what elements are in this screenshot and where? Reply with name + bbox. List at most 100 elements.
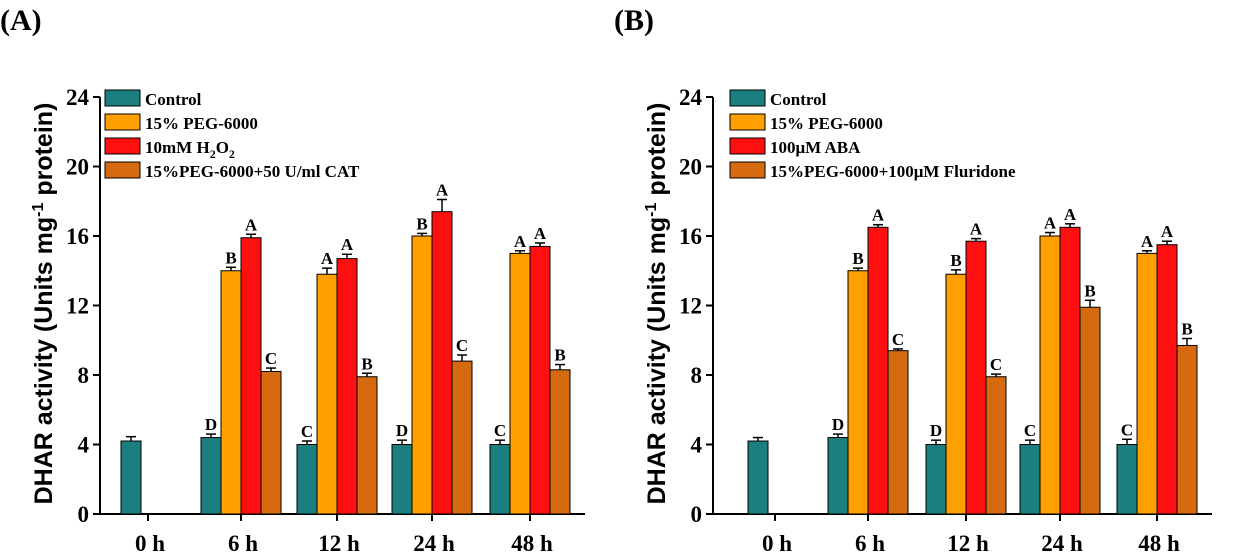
significance-letter: B [1181,320,1192,339]
y-tick-label: 8 [78,363,90,388]
y-tick-label: 4 [78,433,90,458]
panel-a: (A)DHAR activity (Units mg-1 protein)048… [0,4,585,556]
legend-swatch [104,89,141,107]
bar [356,376,378,515]
bar [1039,235,1061,515]
legend-label: 15% PEG-6000 [145,114,258,133]
x-tick-label: 0 h [135,531,165,556]
significance-letter: B [1084,281,1095,300]
bar [1059,226,1081,515]
y-tick-label: 20 [679,155,702,180]
y-tick-label: 24 [679,85,703,110]
legend-label-main: 10mM H [145,138,210,157]
bar [747,440,769,515]
bar [1116,444,1138,515]
legend-label: 15%PEG-6000+100μM Fluridone [770,162,1016,181]
significance-letter: B [950,251,961,270]
bar [925,444,947,515]
significance-letter: A [514,232,527,251]
bar [411,235,433,515]
significance-letter: B [225,248,236,267]
bar [1019,444,1041,515]
legend-label: Control [145,90,202,109]
y-tick-label: 8 [691,363,703,388]
significance-letter: C [494,421,506,440]
y-tick-label: 24 [66,85,90,110]
legend-swatch [729,161,766,179]
y-tick-label: 4 [691,433,703,458]
y-axis-label-end: protein) [643,103,671,203]
significance-letter: C [1024,421,1036,440]
y-axis-label-sup: -1 [643,203,660,217]
y-tick-label: 20 [66,155,89,180]
y-tick-label: 12 [679,294,702,319]
significance-letter: A [1161,222,1174,241]
y-axis-label-main: DHAR activity (Units mg [643,217,671,505]
bar [509,252,531,515]
bar [887,350,909,515]
significance-letter: C [265,349,277,368]
panel-b: (B)DHAR activity (Units mg-1 protein)048… [614,4,1212,556]
panel-label: (A) [0,4,42,37]
legend-label: 15%PEG-6000+50 U/ml CAT [145,162,360,181]
bar [827,437,849,515]
bar [1176,344,1198,515]
x-tick-label: 24 h [413,531,455,556]
bar [316,273,338,515]
x-tick-label: 12 h [947,531,989,556]
significance-letter: D [930,421,942,440]
y-axis-label: DHAR activity (Units mg-1 protein) [30,103,58,505]
bar [120,440,142,515]
bar [1136,252,1158,515]
bar [336,258,358,515]
x-tick-label: 48 h [1138,531,1180,556]
x-tick-label: 0 h [762,531,792,556]
bar [985,376,1007,515]
significance-letter: B [416,214,427,233]
significance-letter: C [990,355,1002,374]
y-axis-label-main: DHAR activity (Units mg [30,217,58,505]
significance-letter: C [301,422,313,441]
legend-swatch [729,89,766,107]
significance-letter: C [1121,420,1133,439]
significance-letter: C [892,330,904,349]
significance-letter: B [852,249,863,268]
bar [489,444,511,515]
bar [1156,244,1178,515]
x-tick-label: 6 h [228,531,258,556]
significance-letter: A [1044,214,1057,233]
legend-swatch [104,161,141,179]
y-axis-label: DHAR activity (Units mg-1 protein) [643,103,671,505]
legend-label: Control [770,90,827,109]
bar [549,369,571,515]
legend-label-mid: O [216,138,229,157]
significance-letter: A [245,215,258,234]
bar [965,240,987,515]
x-tick-label: 24 h [1041,531,1083,556]
legend-label-sub: 2 [229,147,235,161]
x-tick-label: 12 h [318,531,360,556]
significance-letter: A [341,235,354,254]
y-tick-label: 12 [66,294,89,319]
significance-letter: A [970,220,983,239]
y-tick-label: 16 [66,224,89,249]
y-tick-label: 0 [78,502,90,527]
significance-letter: B [554,346,565,365]
bar [260,371,282,515]
panel-label: (B) [614,4,654,37]
y-tick-label: 16 [679,224,702,249]
legend-swatch [729,137,766,155]
bar [945,273,967,515]
significance-letter: A [534,224,547,243]
significance-letter: A [321,249,334,268]
bar [296,444,318,515]
significance-letter: D [205,415,217,434]
y-tick-label: 0 [691,502,703,527]
x-tick-label: 48 h [511,531,553,556]
bar [1079,306,1101,515]
bar [240,237,262,515]
bar [451,360,473,515]
bar [847,270,869,515]
significance-letter: A [1064,205,1077,224]
